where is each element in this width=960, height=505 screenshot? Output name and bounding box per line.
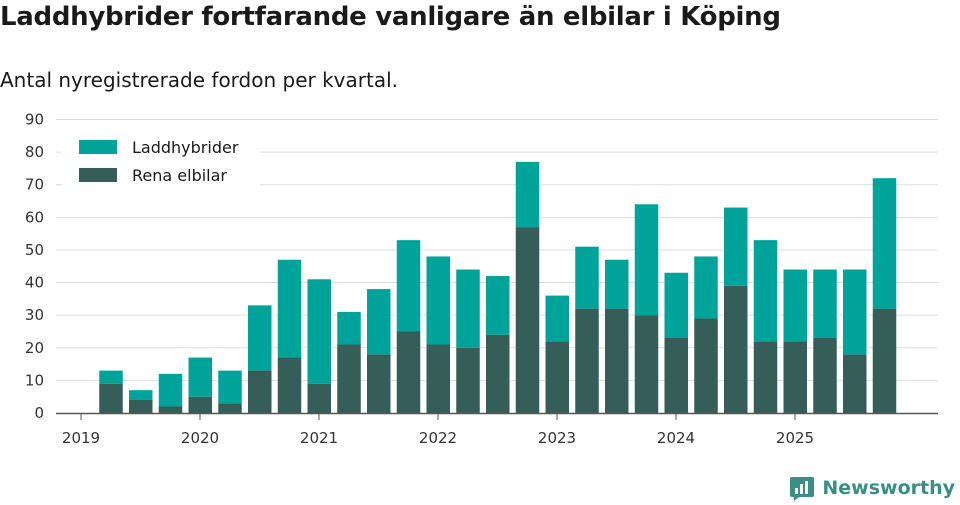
legend-label-laddhybrider: Laddhybrider [132,138,239,157]
legend: Laddhybrider Rena elbilar [62,132,260,190]
bar-laddhybrider [694,256,718,319]
bar-laddhybrider [515,161,540,228]
chart-subtitle: Antal nyregistrerade fordon per kvartal. [0,68,399,92]
x-tick-label: 2020 [181,429,219,447]
x-tick-label: 2021 [300,429,338,447]
bar-laddhybrider [277,259,302,358]
y-tick-label: 90 [25,111,44,129]
bar-laddhybrider [486,276,510,335]
bar-laddhybrider [248,305,272,371]
x-tick-label: 2022 [419,429,457,447]
bar-laddhybrider [129,390,153,400]
bar-laddhybrider [337,311,361,345]
bar-rena-elbilar [337,344,361,413]
bar-laddhybrider [307,279,331,384]
bar-rena-elbilar [486,334,510,413]
x-tick-label: 2024 [657,429,695,447]
bar-rena-elbilar [783,341,807,413]
brand-name: Newsworthy [822,477,955,499]
bar-rena-elbilar [634,315,659,413]
bar-laddhybrider [813,269,837,338]
bar-rena-elbilar [724,285,748,413]
y-tick-label: 30 [25,306,44,324]
bar-laddhybrider [158,373,183,407]
bar-rena-elbilar [129,399,153,413]
bar-rena-elbilar [694,318,718,413]
bars [99,161,897,413]
y-tick-label: 70 [25,176,44,194]
bar-rena-elbilar [396,331,421,413]
bar-laddhybrider [724,207,748,286]
chart-title: Laddhybrider fortfarande vanligare än el… [0,2,781,32]
bar-rena-elbilar [605,308,629,413]
x-tick-label: 2023 [538,429,576,447]
bar-laddhybrider [575,246,599,309]
bar-rena-elbilar [158,406,183,413]
bar-rena-elbilar [367,354,391,413]
newsworthy-logo: Newsworthy [789,475,955,501]
x-tick-label: 2019 [62,429,100,447]
bar-laddhybrider [218,370,242,404]
y-tick-label: 10 [25,371,44,389]
bar-rena-elbilar [515,227,540,413]
y-tick-label: 0 [34,404,44,422]
x-axis: 2019 2020 2021 2022 2023 2024 2025 [56,412,938,447]
bar-laddhybrider [605,259,629,309]
bar-laddhybrider [783,269,807,342]
bar-rena-elbilar [843,354,867,413]
bar-rena-elbilar [545,341,569,413]
bar-laddhybrider [367,289,391,355]
bar-laddhybrider [872,178,897,309]
bar-rena-elbilar [753,341,778,413]
newsworthy-icon [790,477,815,501]
y-tick-label: 40 [25,274,44,292]
bar-laddhybrider [664,272,688,338]
bar-laddhybrider [456,269,480,348]
y-axis-ticks: 0 10 20 30 40 50 60 70 80 90 [25,111,44,423]
bar-rena-elbilar [307,383,331,413]
bar-rena-elbilar [575,308,599,413]
bar-rena-elbilar [813,337,837,413]
bar-laddhybrider [545,295,569,342]
y-tick-label: 60 [25,208,44,226]
bar-laddhybrider [634,204,659,316]
bar-rena-elbilar [456,347,480,413]
legend-label-rena-elbilar: Rena elbilar [132,166,227,185]
legend-swatch-rena-elbilar [79,168,117,182]
bar-rena-elbilar [188,396,212,413]
legend-swatch-laddhybrider [79,140,117,154]
bar-laddhybrider [843,269,867,355]
bar-rena-elbilar [248,370,272,413]
bar-rena-elbilar [99,383,123,413]
bar-laddhybrider [99,370,123,384]
bar-laddhybrider [753,240,778,342]
bar-laddhybrider [396,240,421,332]
y-tick-label: 50 [25,241,44,259]
bar-rena-elbilar [218,403,242,413]
bar-rena-elbilar [872,308,897,413]
bar-laddhybrider [426,256,450,345]
y-tick-label: 80 [25,143,44,161]
bar-laddhybrider [188,357,212,397]
y-tick-label: 20 [25,339,44,357]
x-tick-label: 2025 [776,429,814,447]
bar-rena-elbilar [277,357,302,413]
bar-rena-elbilar [664,337,688,413]
bar-rena-elbilar [426,344,450,413]
